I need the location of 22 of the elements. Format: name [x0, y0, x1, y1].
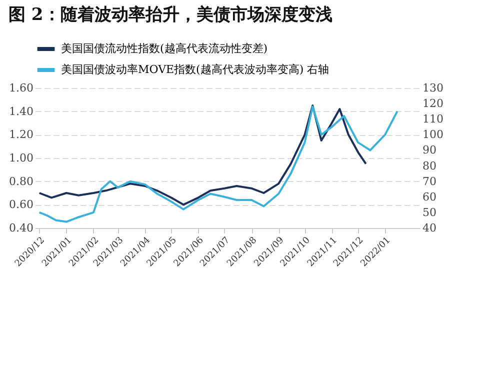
y-tick-label: 1.00 [9, 152, 34, 164]
line-series [38, 106, 398, 223]
legend-label: 美国国债波动率MOVE指数(越高代表波动率变高) 右轴 [61, 63, 330, 76]
y-tick-label: 0.80 [9, 174, 34, 188]
chart-title: 图 2：随着波动率抬升，美债市场深度变浅 [8, 5, 332, 25]
y2-tick-label: 70 [422, 174, 436, 188]
y2-tick-label: 40 [422, 222, 436, 234]
y-tick-label: 1.40 [9, 104, 34, 118]
y2-tick-label: 60 [422, 190, 436, 204]
y2-tick-label: 50 [422, 206, 436, 219]
y-tick-label: 0.60 [9, 198, 34, 212]
line-series [38, 104, 367, 206]
y-tick-label: 1.20 [9, 128, 34, 142]
y2-tick-label: 90 [422, 144, 436, 157]
y2-tick-label: 110 [422, 112, 444, 126]
y2-tick-label: 80 [422, 159, 436, 172]
y2-tick-label: 130 [422, 82, 444, 94]
y-tick-label: 1.60 [9, 82, 34, 94]
y-tick-label: 0.40 [9, 222, 34, 234]
legend-label: 美国国债流动性指数(越高代表流动性变差) [61, 42, 268, 55]
y2-tick-label: 100 [422, 128, 444, 142]
y2-tick-label: 120 [422, 97, 444, 110]
